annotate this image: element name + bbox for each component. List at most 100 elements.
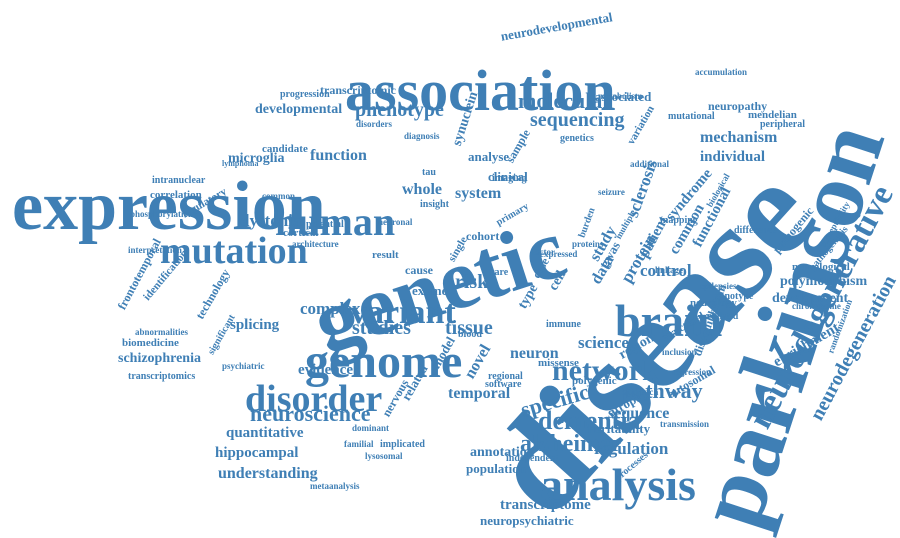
- cloud-word: clinical: [488, 169, 528, 184]
- cloud-word: software: [485, 379, 522, 390]
- cloud-word: association: [345, 58, 616, 123]
- cloud-word: phosphorylation: [130, 209, 194, 219]
- cloud-word: rare: [490, 267, 509, 278]
- cloud-word: dystonia: [240, 211, 302, 230]
- cloud-word: correlation: [150, 189, 202, 201]
- cloud-word: familial: [344, 439, 374, 449]
- cloud-word: lymphoma: [222, 159, 259, 168]
- cloud-word: progression: [280, 89, 330, 100]
- cloud-word: molecular: [518, 88, 613, 113]
- cloud-word: sequencing: [530, 109, 625, 131]
- cloud-word: lysosomal: [365, 451, 403, 461]
- cloud-word: neurological: [792, 261, 850, 273]
- cloud-word: difference: [734, 225, 777, 236]
- cloud-word: analyse: [468, 149, 510, 164]
- cloud-word: potential: [306, 219, 344, 230]
- cloud-word: common: [262, 191, 295, 201]
- cloud-word: accumulation: [695, 67, 748, 77]
- cloud-word: regulation: [594, 439, 669, 458]
- cloud-word: transcriptomic: [320, 83, 396, 97]
- cloud-word: cause: [405, 263, 433, 277]
- cloud-word: genome: [305, 335, 463, 388]
- cloud-word: genotype: [715, 291, 754, 302]
- cloud-word: studies: [352, 317, 411, 339]
- cloud-word: control: [640, 261, 692, 280]
- cloud-word: mutational: [668, 111, 715, 122]
- cloud-word: neuropathy: [708, 99, 768, 113]
- cloud-word: implicated: [380, 439, 425, 450]
- cloud-word: exome: [412, 283, 448, 298]
- cloud-word: annotation: [470, 445, 535, 460]
- cloud-word: candidate: [262, 143, 308, 155]
- cloud-word: dominant: [352, 423, 390, 433]
- cloud-word: approach: [622, 387, 659, 397]
- cloud-word: neuronal: [378, 217, 413, 227]
- cloud-word: polygenic: [572, 375, 617, 387]
- cloud-word: independent: [506, 453, 559, 464]
- cloud-word: variation: [625, 103, 657, 147]
- cloud-word: transcriptome: [500, 497, 591, 513]
- cloud-word: heritability: [588, 421, 651, 436]
- cloud-word: transcriptomics: [128, 371, 196, 382]
- cloud-word: disorders: [356, 119, 392, 129]
- cloud-word: system: [455, 185, 502, 202]
- cloud-word: missense: [538, 357, 579, 369]
- cloud-word: schizophrenia: [118, 351, 201, 366]
- cloud-word: neurodevelopmental: [499, 9, 614, 44]
- cloud-word: expression: [12, 168, 326, 245]
- cloud-word: transmission: [660, 419, 710, 429]
- cloud-word: population: [466, 461, 526, 476]
- cloud-word: imaging: [492, 173, 527, 184]
- cloud-word: phenotype: [355, 99, 444, 121]
- cloud-word: complex: [300, 299, 361, 318]
- cloud-word: mechanism: [700, 129, 778, 146]
- cloud-word: abnormalities: [135, 327, 188, 337]
- cloud-word: regression: [672, 367, 712, 377]
- cloud-word: function: [310, 147, 367, 164]
- cloud-word: technology: [192, 266, 233, 322]
- cloud-word: tau: [422, 167, 436, 178]
- cloud-word: brain: [615, 295, 723, 346]
- cloud-word: splicing: [230, 317, 280, 333]
- cloud-word: analysis: [540, 459, 696, 510]
- cloud-word: chromosome: [792, 301, 841, 311]
- cloud-word: variant: [350, 294, 456, 331]
- cloud-word: pathway: [622, 378, 703, 403]
- cloud-word: science: [578, 333, 629, 352]
- cloud-word: genetics: [560, 133, 594, 144]
- cloud-word: immune: [546, 319, 581, 330]
- cloud-word: developmental: [255, 102, 343, 117]
- cloud-word: expressed: [540, 249, 578, 259]
- cloud-word: additional: [630, 159, 670, 169]
- cloud-word: alzheimer: [520, 431, 622, 457]
- cloud-word: psychiatric: [222, 361, 265, 371]
- cloud-word: whole: [402, 181, 442, 198]
- cloud-word: metabolism: [598, 91, 643, 101]
- cloud-word: polymorphism: [780, 274, 868, 289]
- cloud-word: mutation: [160, 230, 308, 272]
- cloud-word: proteins: [572, 239, 604, 249]
- cloud-word: factor: [532, 247, 555, 257]
- cloud-word: neuron: [510, 345, 559, 362]
- cloud-word: network: [552, 354, 659, 387]
- cloud-word: hippocampal: [215, 445, 299, 461]
- cloud-word: result: [372, 249, 399, 261]
- cloud-word: mendelian: [748, 109, 797, 121]
- cloud-word: sequence: [608, 405, 670, 422]
- cloud-word: linkage: [655, 265, 684, 275]
- cloud-word: neuropsychiatric: [480, 513, 574, 528]
- cloud-word: cohort: [466, 229, 500, 243]
- cloud-word: interpretation: [128, 245, 182, 255]
- cloud-word: epilepsies: [700, 281, 737, 291]
- cloud-word: blood: [458, 329, 482, 340]
- cloud-word: tissue: [445, 317, 493, 339]
- cloud-word: microglia: [228, 151, 285, 166]
- cloud-word: cortical: [283, 227, 319, 239]
- cloud-word: mapping: [660, 215, 698, 226]
- cloud-word: intranuclear: [152, 175, 206, 186]
- cloud-word: evidence: [298, 362, 353, 378]
- cloud-word: weighted: [700, 311, 739, 322]
- cloud-word: quantitative: [226, 425, 304, 441]
- cloud-word: dementia: [538, 406, 641, 435]
